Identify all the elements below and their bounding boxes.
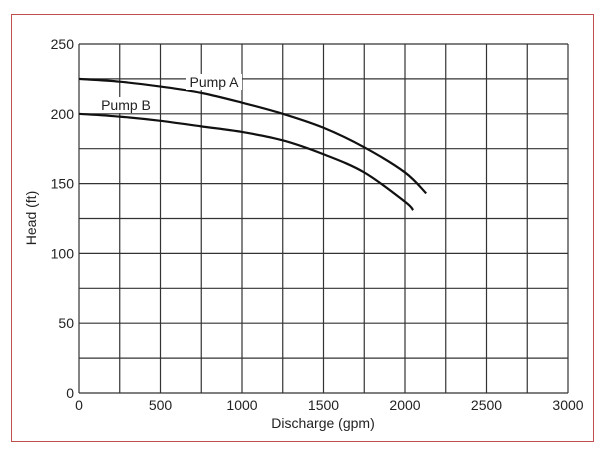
x-tick-label: 500 bbox=[149, 397, 173, 413]
grid-lines bbox=[78, 43, 569, 394]
x-tick-label: 3000 bbox=[552, 397, 583, 413]
series-labels: Pump A Pump B bbox=[98, 74, 242, 113]
x-tick-label: 0 bbox=[75, 397, 83, 413]
series-label-pump-b: Pump B bbox=[101, 97, 151, 113]
series-label-pump-a: Pump A bbox=[189, 74, 239, 90]
y-tick-label: 250 bbox=[51, 36, 75, 52]
y-tick-label: 200 bbox=[51, 106, 75, 122]
x-tick-label: 1000 bbox=[226, 397, 257, 413]
x-axis-label: Discharge (gpm) bbox=[271, 415, 374, 431]
y-tick-label: 50 bbox=[58, 315, 74, 331]
tick-labels: 0 500 1000 1500 2000 2500 3000 0 50 100 150 200 250 bbox=[51, 36, 584, 413]
x-tick-label: 2000 bbox=[389, 397, 420, 413]
series-label-background bbox=[186, 74, 242, 90]
x-tick-label: 2500 bbox=[471, 397, 502, 413]
y-tick-label: 0 bbox=[66, 385, 74, 401]
curve-pump-a bbox=[78, 77, 427, 195]
curve-pump-b bbox=[78, 112, 415, 211]
series-label-background bbox=[98, 97, 154, 113]
y-tick-label: 100 bbox=[51, 245, 75, 261]
chart-frame bbox=[11, 14, 594, 442]
pump-curves bbox=[78, 77, 427, 211]
y-axis-label: Head (ft) bbox=[23, 191, 39, 245]
x-tick-label: 1500 bbox=[308, 397, 339, 413]
y-tick-label: 150 bbox=[51, 176, 75, 192]
